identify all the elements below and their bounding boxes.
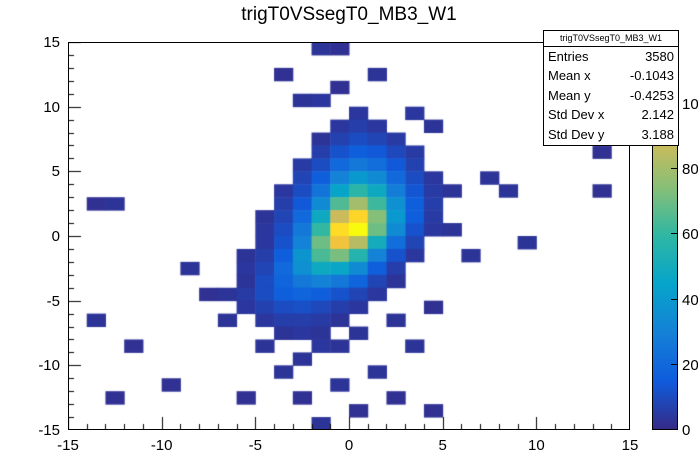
palette-tick-label: 100 bbox=[682, 95, 698, 113]
x-axis-tick-label: 15 bbox=[621, 437, 639, 454]
palette-tick-label: 0 bbox=[682, 422, 691, 439]
y-axis-tick-label: 10 bbox=[43, 98, 60, 116]
x-axis-tick-label: -5 bbox=[248, 437, 262, 454]
stats-row: Entries 3580 bbox=[544, 47, 678, 67]
stats-row-value: 3.188 bbox=[641, 126, 674, 142]
stats-row-value: -0.1043 bbox=[629, 68, 674, 84]
y-axis-tick-label: -5 bbox=[46, 292, 60, 310]
stats-row-value: 2.142 bbox=[641, 107, 674, 123]
palette-tick bbox=[671, 363, 677, 365]
palette-tick bbox=[671, 298, 677, 300]
stats-row: Std Dev x 2.142 bbox=[544, 105, 678, 125]
stats-row-label: Std Dev y bbox=[548, 126, 605, 142]
palette-tick bbox=[671, 168, 677, 170]
palette-tick-label: 80 bbox=[682, 161, 698, 179]
x-axis-tick-label: 5 bbox=[438, 437, 447, 454]
stats-row-label: Entries bbox=[548, 48, 589, 64]
palette-tick-label: 60 bbox=[682, 226, 698, 244]
x-axis-tick-label: -15 bbox=[57, 437, 79, 454]
palette-tick bbox=[671, 429, 677, 430]
stats-box-title: trigT0VSsegT0_MB3_W1 bbox=[544, 31, 678, 47]
y-axis-tick-label: -15 bbox=[38, 422, 60, 439]
stats-row-value: 3580 bbox=[645, 48, 674, 64]
stats-row-value: -0.4253 bbox=[629, 87, 674, 103]
stats-row-label: Mean x bbox=[548, 68, 591, 84]
y-axis-tick-label: 5 bbox=[51, 163, 60, 181]
x-axis-tick-label: -10 bbox=[150, 437, 173, 454]
chart-title: trigT0VSsegT0_MB3_W1 bbox=[241, 4, 457, 25]
stats-box-rows: Entries 3580 Mean x -0.1043 Mean y -0.4253 Std… bbox=[544, 47, 678, 145]
stats-row-label: Mean y bbox=[548, 87, 591, 103]
palette-tick-label: 40 bbox=[682, 291, 698, 309]
x-axis-tick-label: 10 bbox=[527, 437, 545, 454]
stats-row: Std Dev y 3.188 bbox=[544, 125, 678, 145]
y-axis-tick-label: 0 bbox=[51, 228, 60, 245]
stats-row-label: Std Dev x bbox=[548, 107, 605, 123]
x-axis-tick-label: 0 bbox=[344, 437, 354, 454]
stats-box: trigT0VSsegT0_MB3_W1 Entries 3580 Mean x -0… bbox=[543, 30, 679, 146]
y-axis-tick-label: -10 bbox=[38, 357, 60, 375]
y-axis-tick-label: 15 bbox=[43, 34, 60, 51]
stats-row: Mean y -0.4253 bbox=[544, 86, 678, 106]
histogram-plot-area bbox=[68, 42, 630, 430]
stats-row: Mean x -0.1043 bbox=[544, 66, 678, 86]
palette-tick-label: 20 bbox=[682, 356, 698, 374]
palette-tick bbox=[671, 233, 677, 235]
